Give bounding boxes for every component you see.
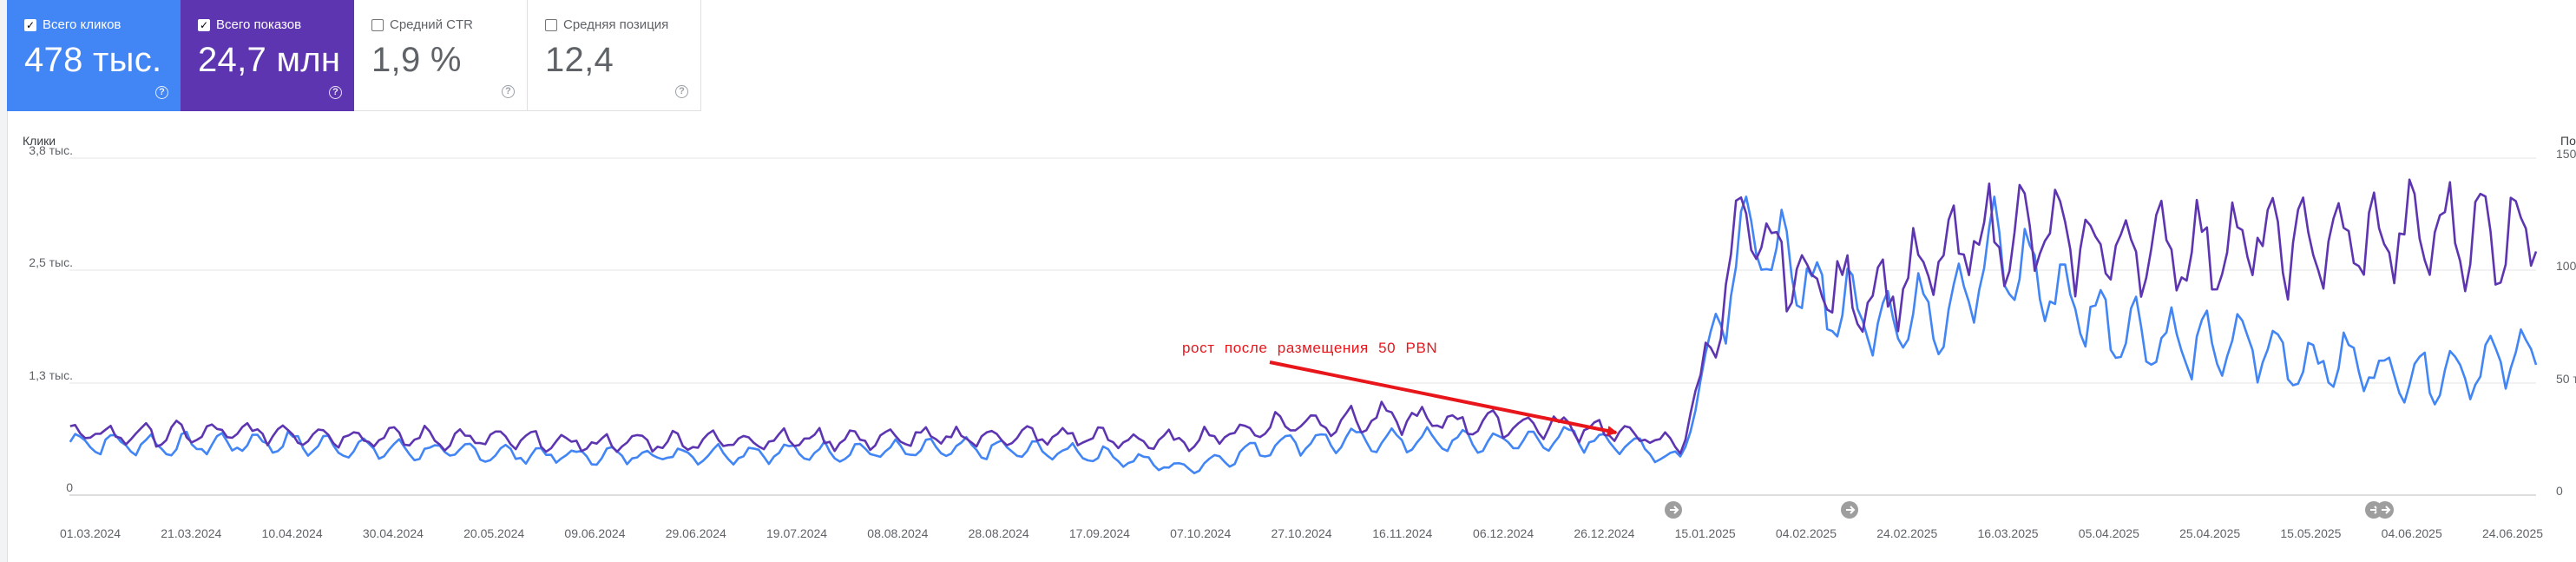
right-tick-label: 150 (2556, 147, 2576, 161)
x-tick-label: 04.06.2025 (2382, 526, 2442, 540)
x-tick-label: 25.04.2025 (2179, 526, 2240, 540)
metric-label: Всего показов (216, 17, 302, 32)
checkbox-empty-icon[interactable] (371, 18, 384, 31)
x-tick-label: 08.08.2024 (867, 526, 928, 540)
marker-circle (1665, 501, 1682, 519)
marker-arrow (1846, 506, 1856, 514)
left-tick-label: 0 (66, 480, 73, 494)
metric-value: 478 тыс. (24, 41, 162, 79)
x-tick-label: 26.12.2024 (1574, 526, 1634, 540)
left-tick-label: 3,8 тыс. (29, 143, 73, 157)
marker-circle (2365, 501, 2382, 519)
marker-arrow (2382, 506, 2391, 514)
x-tick-label: 07.10.2024 (1170, 526, 1231, 540)
right-tick-label: 0 (2556, 484, 2563, 498)
x-tick-label: 29.06.2024 (666, 526, 726, 540)
arrow-right-icon (1841, 501, 1858, 519)
metric-head: ✓ Всего кликов (24, 17, 181, 32)
metric-head: ✓ Всего показов (198, 17, 354, 32)
arrow-right-icon (1665, 501, 1682, 519)
x-tick-label: 15.05.2025 (2280, 526, 2341, 540)
x-tick-label: 06.12.2024 (1473, 526, 1534, 540)
left-axis-title: Клики (23, 134, 56, 148)
series-line (69, 195, 2538, 475)
x-tick-label: 28.08.2024 (969, 526, 1029, 540)
metric-card-impressions[interactable]: ✓ Всего показов 24,7 млн ? (181, 0, 354, 111)
x-tick-label: 17.09.2024 (1069, 526, 1130, 540)
panel-left-edge (0, 0, 8, 562)
metric-label: Средний CTR (390, 17, 473, 32)
metric-value: 12,4 (545, 41, 614, 79)
x-tick-label: 20.05.2024 (463, 526, 524, 540)
arrow-right-icon (2376, 501, 2394, 519)
metric-cards: ✓ Всего кликов 478 тыс. ? ✓ Всего показо… (7, 0, 701, 111)
x-tick-label: 15.01.2025 (1675, 526, 1736, 540)
marker-arrow (2370, 506, 2380, 514)
metric-head: Средняя позиция (545, 17, 700, 32)
marker-circle (1841, 501, 1858, 519)
x-tick-label: 01.03.2024 (60, 526, 121, 540)
x-tick-label: 24.02.2025 (1876, 526, 1937, 540)
left-tick-label: 1,3 тыс. (29, 368, 73, 382)
x-tick-label: 09.06.2024 (564, 526, 625, 540)
right-axis-title: По (2560, 134, 2576, 148)
metric-card-clicks[interactable]: ✓ Всего кликов 478 тыс. ? (7, 0, 181, 111)
x-tick-label: 27.10.2024 (1271, 526, 1331, 540)
left-tick-label: 2,5 тыс. (29, 255, 73, 269)
checkbox-checked-icon[interactable]: ✓ (198, 18, 210, 31)
marker-arrow (1670, 506, 1679, 514)
series-line (69, 178, 2538, 455)
x-tick-label: 30.04.2024 (363, 526, 424, 540)
x-tick-label: 19.07.2024 (766, 526, 827, 540)
x-tick-label: 24.06.2025 (2482, 526, 2543, 540)
x-tick-label: 10.04.2024 (262, 526, 323, 540)
right-tick-label: 100 (2556, 259, 2576, 273)
metric-card-ctr[interactable]: Средний CTR 1,9 % ? (354, 0, 528, 111)
x-tick-label: 05.04.2025 (2079, 526, 2139, 540)
metric-value: 1,9 % (371, 41, 462, 79)
help-icon[interactable]: ? (329, 86, 342, 99)
annotation-arrow (1269, 360, 1618, 436)
arrow-right-icon (2365, 501, 2382, 519)
help-icon[interactable]: ? (675, 85, 688, 98)
metric-label: Всего кликов (43, 17, 122, 32)
metric-card-position[interactable]: Средняя позиция 12,4 ? (528, 0, 701, 111)
x-tick-label: 16.11.2024 (1372, 526, 1432, 540)
x-tick-label: 21.03.2024 (161, 526, 221, 540)
metric-value: 24,7 млн (198, 41, 341, 79)
right-tick-label: 50 т (2556, 372, 2576, 386)
help-icon[interactable]: ? (155, 86, 168, 99)
metric-label: Средняя позиция (563, 17, 669, 32)
annotation-text: рост после размещения 50 PBN (1182, 340, 1437, 356)
help-icon[interactable]: ? (502, 85, 515, 98)
checkbox-checked-icon[interactable]: ✓ (24, 18, 36, 31)
marker-circle (2376, 501, 2394, 519)
checkbox-empty-icon[interactable] (545, 18, 557, 31)
metric-head: Средний CTR (371, 17, 527, 32)
x-tick-label: 04.02.2025 (1776, 526, 1837, 540)
x-tick-label: 16.03.2025 (1978, 526, 2039, 540)
